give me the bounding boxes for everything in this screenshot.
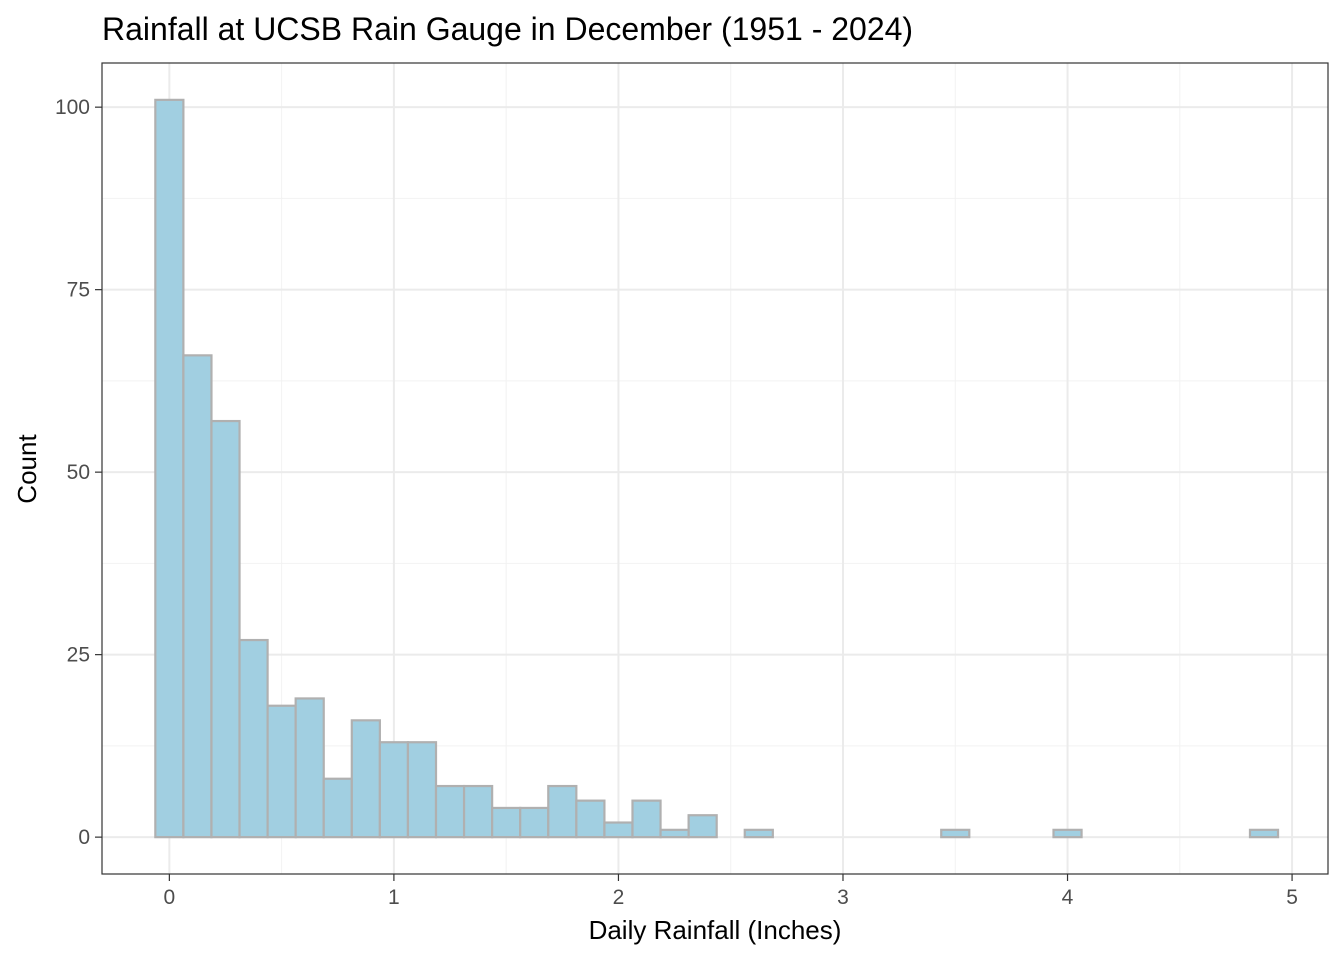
histogram-bar — [434, 784, 466, 839]
histogram-bar — [238, 638, 269, 839]
x-tick-label: 3 — [837, 886, 849, 909]
histogram-bar — [659, 828, 690, 839]
histogram-bar — [603, 821, 634, 839]
histogram-bar — [575, 799, 606, 839]
x-tick-label: 0 — [164, 886, 176, 909]
x-tick-label: 2 — [613, 886, 625, 909]
x-axis: 0 1 2 3 4 5 — [164, 874, 1298, 909]
histogram-bar — [631, 799, 662, 839]
histogram-bar — [294, 697, 325, 839]
panel-border — [101, 62, 1329, 875]
y-axis: 0 25 50 75 100 — [55, 96, 102, 849]
y-tick-label: 100 — [55, 96, 90, 119]
y-tick-label: 75 — [67, 279, 90, 302]
y-tick-label: 0 — [78, 826, 90, 849]
y-tick-label: 25 — [67, 644, 90, 667]
histogram-bar — [154, 98, 185, 839]
histogram-bar — [743, 828, 774, 839]
x-tick-label: 5 — [1286, 886, 1298, 909]
histogram-bar — [462, 784, 494, 839]
histogram-bar — [350, 719, 381, 839]
chart-title: Rainfall at UCSB Rain Gauge in December … — [102, 11, 913, 47]
histogram-bar — [687, 814, 718, 839]
x-tick-label: 4 — [1062, 886, 1074, 909]
histogram-bar — [547, 784, 578, 839]
y-axis-title: Count — [12, 434, 42, 504]
histogram-bar — [1052, 828, 1083, 839]
histogram-bar — [182, 354, 213, 839]
histogram-bar — [519, 806, 550, 839]
histogram-bar — [1248, 828, 1280, 839]
histogram-bar — [406, 741, 438, 839]
x-tick-label: 1 — [388, 886, 400, 909]
histogram-bar — [491, 806, 522, 839]
histogram-bar — [266, 704, 297, 839]
histogram-bar — [210, 419, 241, 839]
histogram-bar — [378, 741, 410, 839]
histogram-bar — [940, 828, 971, 839]
x-axis-title: Daily Rainfall (Inches) — [589, 915, 842, 945]
y-tick-label: 50 — [67, 461, 90, 484]
bars — [154, 98, 1280, 839]
histogram-bar — [322, 777, 353, 839]
